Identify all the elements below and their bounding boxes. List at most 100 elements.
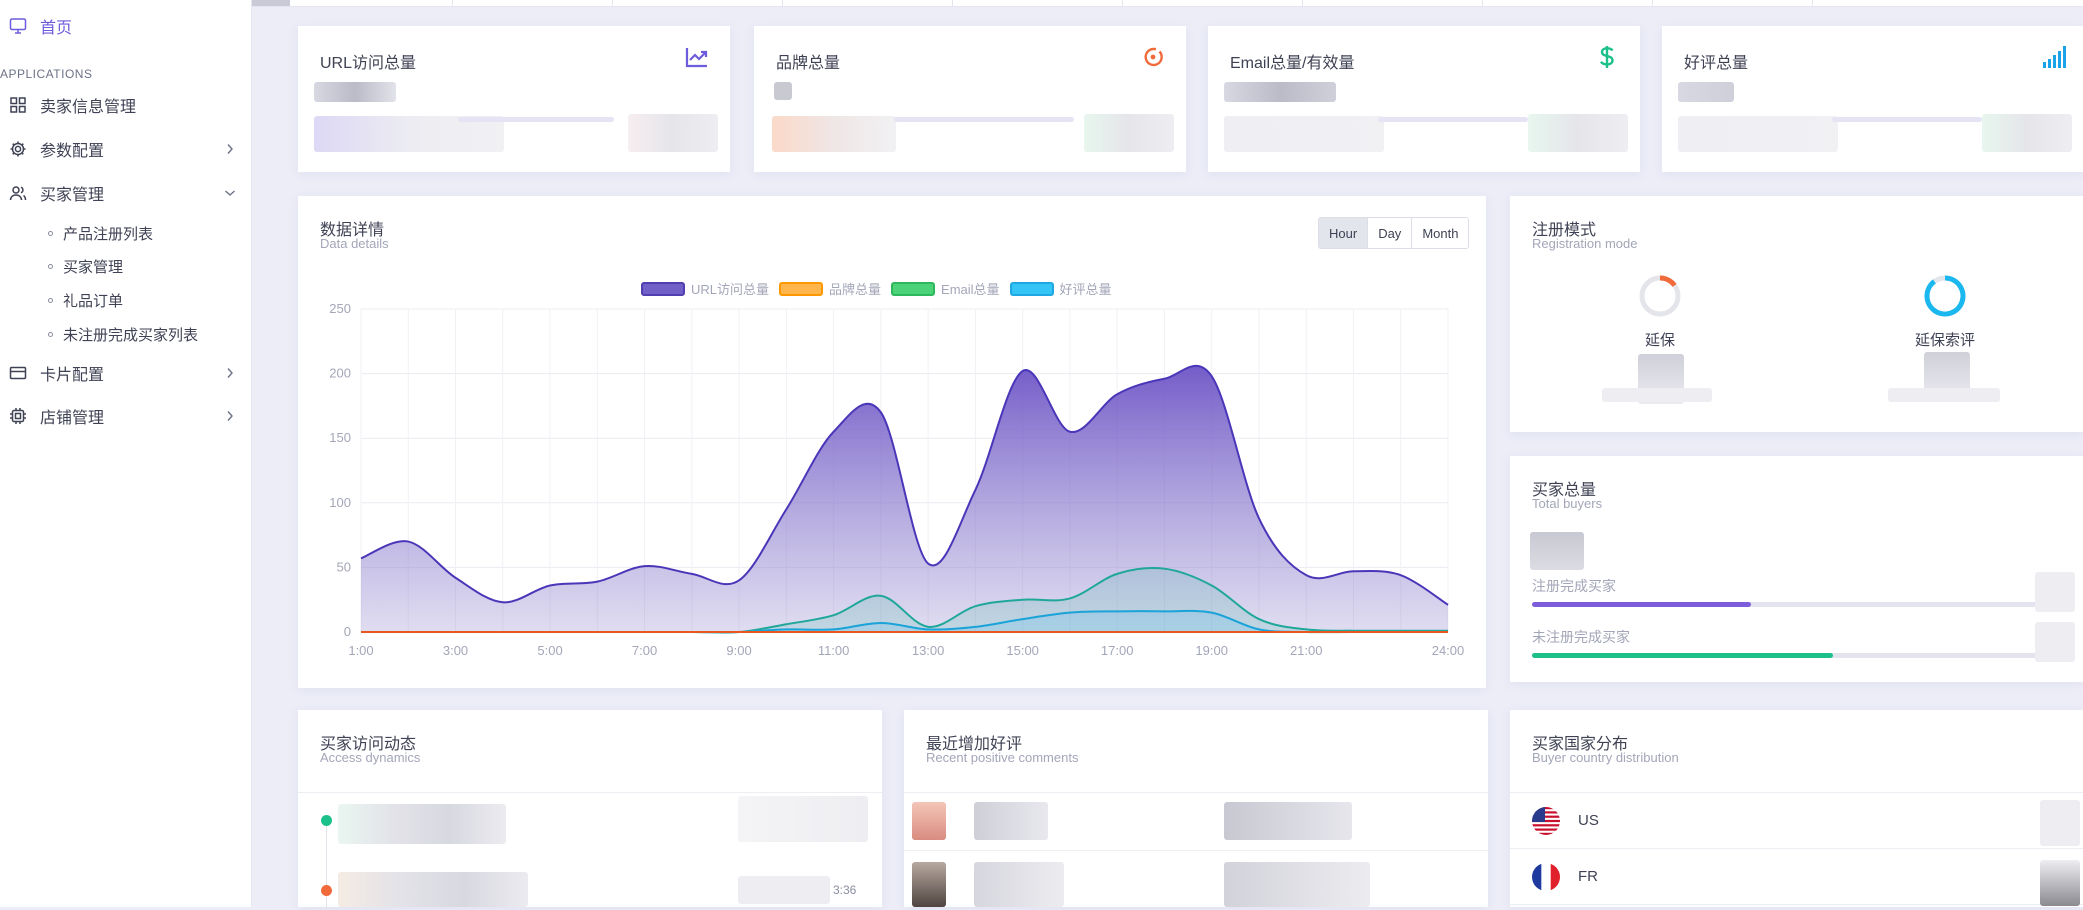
nav-buyers-label: 买家管理 xyxy=(40,187,105,204)
gear-icon xyxy=(8,139,28,159)
y-tick-label: 150 xyxy=(329,430,351,445)
nav-buyers[interactable]: 买家管理 xyxy=(0,175,252,211)
x-tick-label: 3:00 xyxy=(443,643,468,658)
kpi-progress-line xyxy=(458,117,614,122)
nav-store[interactable]: 店铺管理 xyxy=(0,398,252,434)
x-tick-label: 24:00 xyxy=(1432,643,1465,658)
country-code: US xyxy=(1578,812,1599,829)
kpi-title: 好评总量 xyxy=(1684,55,1749,72)
cpu-icon xyxy=(8,406,28,426)
bullet-icon xyxy=(48,298,53,303)
legend-label: 品牌总量 xyxy=(829,282,882,297)
subnav-buyer-management[interactable]: 买家管理 xyxy=(48,256,123,277)
series-area-url-visits xyxy=(361,365,1448,632)
comment-text-redacted xyxy=(1224,802,1352,840)
completed-label: 注册完成买家 xyxy=(1532,578,1616,594)
tab-divider xyxy=(782,0,783,6)
x-tick-label: 19:00 xyxy=(1195,643,1228,658)
incomplete-progress xyxy=(1532,653,2042,658)
y-tick-label: 0 xyxy=(344,624,351,639)
registration-detail-redacted xyxy=(1888,388,2000,402)
kpi-progress-line xyxy=(1832,117,1982,122)
series-area-email-total xyxy=(361,567,1448,633)
range-hour-button[interactable]: Hour xyxy=(1319,218,1369,248)
y-tick-label: 100 xyxy=(329,495,351,510)
legend-label: Email总量 xyxy=(941,282,1000,297)
tab-divider xyxy=(1302,0,1303,6)
us-flag-icon xyxy=(1532,806,1560,835)
x-tick-label: 5:00 xyxy=(537,643,562,658)
x-tick-label: 1:00 xyxy=(348,643,373,658)
nav-home[interactable]: 首页 xyxy=(0,8,252,44)
kpi-delta-redacted xyxy=(1982,114,2072,152)
legend-swatch xyxy=(891,281,936,296)
total-buyers-card: 买家总量 Total buyers 注册完成买家 未注册完成买家 xyxy=(1510,456,2083,682)
country-row[interactable]: US xyxy=(1510,793,2083,849)
card-subtitle: Data details xyxy=(320,236,389,251)
card-title: 买家访问动态 xyxy=(320,736,417,753)
card-subtitle: Recent positive comments xyxy=(926,750,1079,765)
card-title: 最近增加好评 xyxy=(926,736,1023,753)
y-tick-label: 250 xyxy=(329,301,351,316)
completed-progress xyxy=(1532,602,2042,607)
kpi-progress-line xyxy=(1378,117,1528,122)
x-tick-label: 17:00 xyxy=(1101,643,1134,658)
kpi-value-redacted xyxy=(1224,82,1336,102)
kpi-progress-line xyxy=(894,117,1074,122)
registration-label: 延保 xyxy=(1644,332,1675,349)
nav-card-config[interactable]: 卡片配置 xyxy=(0,355,252,391)
registration-label: 延保索评 xyxy=(1914,332,1975,349)
tab-divider xyxy=(612,0,613,6)
subnav-unregistered-buyers[interactable]: 未注册完成买家列表 xyxy=(48,324,198,345)
tab-divider xyxy=(1122,0,1123,6)
subnav-gift-orders[interactable]: 礼品订单 xyxy=(48,290,123,311)
country-row[interactable]: FR xyxy=(1510,849,2083,905)
range-day-button[interactable]: Day xyxy=(1368,218,1413,248)
legend-item[interactable]: 品牌总量 xyxy=(779,279,881,298)
recent-comments-card: 最近增加好评 Recent positive comments xyxy=(904,710,1488,907)
legend-item[interactable]: 好评总量 xyxy=(1009,279,1112,298)
legend-item[interactable]: URL访问总量 xyxy=(641,279,769,298)
sidebar: 首页 APPLICATIONS 卖家信息管理 参数配置 买家管理 产品注册列表 … xyxy=(0,0,252,907)
card-subtitle: Buyer country distribution xyxy=(1532,750,1679,765)
country-distribution-card: 买家国家分布 Buyer country distribution US FR xyxy=(1510,710,2083,907)
registration-detail-redacted xyxy=(1602,388,1712,402)
kpi-delta-redacted xyxy=(1528,114,1628,152)
nav-seller-info[interactable]: 卖家信息管理 xyxy=(0,87,252,123)
legend-swatch xyxy=(1009,281,1054,296)
section-label: APPLICATIONS xyxy=(0,67,93,81)
top-tab-strip xyxy=(252,0,2083,7)
country-count-redacted xyxy=(2040,800,2080,846)
range-toggle: Hour Day Month xyxy=(1318,217,1470,249)
kpi-value-redacted xyxy=(774,82,792,100)
comment-text-redacted xyxy=(1224,862,1370,907)
legend-label: URL访问总量 xyxy=(691,282,770,297)
product-thumbnail xyxy=(912,862,946,907)
incomplete-label: 未注册完成买家 xyxy=(1532,629,1630,645)
chart-legend: URL访问总量 品牌总量 Email总量 好评总量 xyxy=(641,279,1122,298)
subnav-product-registration[interactable]: 产品注册列表 xyxy=(48,223,153,244)
tab-divider xyxy=(452,0,453,6)
legend-item[interactable]: Email总量 xyxy=(891,279,1000,298)
divider xyxy=(904,850,1488,851)
kpi-card-brand: 品牌总量 xyxy=(754,26,1186,172)
fr-flag-icon xyxy=(1532,862,1560,891)
kpi-card-url: URL访问总量 xyxy=(298,26,730,172)
comment-user-redacted xyxy=(974,802,1048,840)
tab-divider xyxy=(1652,0,1653,6)
timeline-dot xyxy=(321,885,332,896)
kpi-delta-redacted xyxy=(1084,114,1174,152)
incomplete-value-redacted xyxy=(2035,622,2075,662)
buyers-total-redacted xyxy=(1530,532,1584,570)
country-code: FR xyxy=(1578,868,1598,885)
kpi-card-reviews: 好评总量 xyxy=(1662,26,2083,172)
card-title: 注册模式 xyxy=(1532,222,1597,239)
users-icon xyxy=(8,183,28,203)
kpi-value-redacted xyxy=(1678,82,1734,102)
divider xyxy=(904,792,1488,793)
access-time: 3:36 xyxy=(833,883,857,897)
range-month-button[interactable]: Month xyxy=(1412,218,1469,248)
country-count-redacted xyxy=(2040,860,2080,906)
nav-params[interactable]: 参数配置 xyxy=(0,131,252,167)
registration-mode-card: 注册模式 Registration mode 延保 延保索评 xyxy=(1510,196,2083,432)
